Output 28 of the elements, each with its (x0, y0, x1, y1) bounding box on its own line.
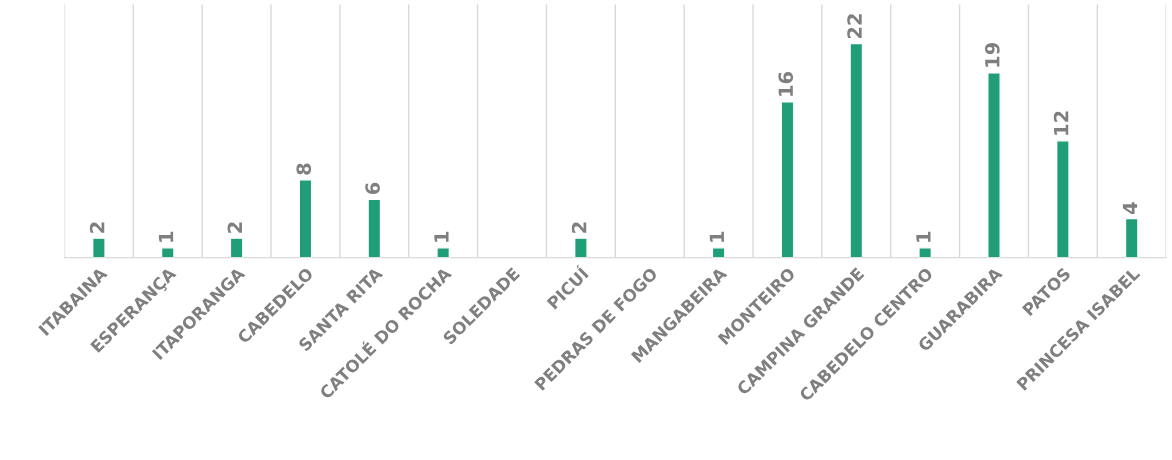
data-label: 1 (709, 231, 724, 242)
bar (780, 101, 795, 258)
bar (987, 72, 1001, 258)
data-label: 16 (778, 72, 794, 96)
data-label: 12 (1053, 111, 1069, 135)
bar (711, 247, 726, 258)
bar (849, 42, 864, 258)
bar (436, 247, 451, 258)
bar (91, 237, 106, 258)
data-label: 19 (984, 43, 1000, 67)
data-label: 1 (158, 231, 174, 242)
bar (573, 237, 588, 258)
bar (918, 247, 933, 258)
bar (298, 179, 313, 258)
data-label: 22 (847, 14, 862, 39)
bar (1055, 140, 1070, 258)
data-label: 1 (434, 231, 449, 242)
data-label: 8 (296, 163, 312, 175)
data-label: 1 (916, 231, 931, 242)
bar (367, 198, 382, 258)
bar (229, 237, 244, 258)
data-label: 4 (1122, 202, 1138, 214)
data-label: 2 (89, 222, 105, 233)
data-label: 6 (365, 182, 380, 195)
data-label: 2 (227, 222, 242, 233)
bar (1124, 217, 1139, 258)
bar (160, 247, 175, 258)
data-label: 2 (571, 222, 587, 233)
